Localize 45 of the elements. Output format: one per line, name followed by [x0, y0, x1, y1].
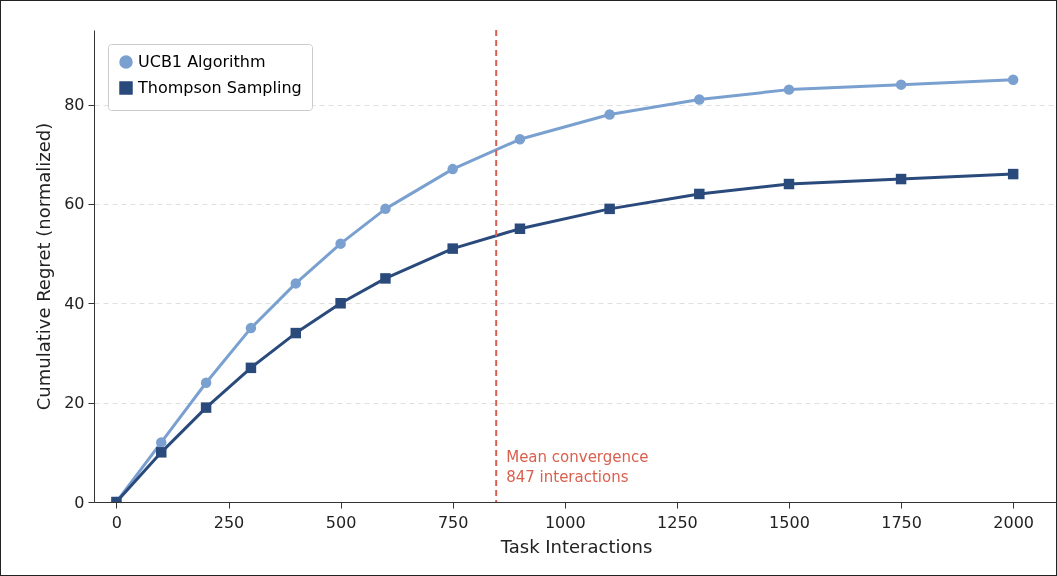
x-tick-label: 0 [111, 512, 123, 532]
point [447, 163, 458, 175]
y-tick-label: 80 [64, 95, 85, 115]
point [200, 402, 212, 413]
point [783, 178, 795, 190]
point [380, 273, 391, 284]
y-tick-label: 40 [64, 293, 85, 313]
x-axis-title: Task Interactions [499, 535, 653, 557]
point [290, 278, 302, 289]
x-tick-label: 2000 [993, 512, 1035, 532]
y-tick-label: 60 [64, 194, 85, 214]
point [895, 79, 907, 90]
point [245, 362, 257, 374]
point [514, 223, 526, 234]
x-tick-label: 1500 [769, 512, 810, 532]
point [1007, 74, 1019, 85]
ref-line-label: Mean convergence 847 interactions [506, 448, 649, 486]
point [380, 203, 391, 215]
x-tick-label: 1750 [881, 512, 922, 532]
point [447, 243, 458, 254]
point [335, 298, 346, 309]
point [200, 377, 212, 388]
point [1007, 168, 1019, 180]
point [335, 238, 346, 249]
point [245, 322, 257, 334]
point [514, 134, 526, 145]
x-tick-label: 1000 [544, 512, 586, 532]
x-tick-label: 750 [437, 512, 469, 532]
point [604, 203, 615, 215]
x-tick-label: 1250 [657, 512, 698, 532]
legend-label: UCB1 Algorithm [138, 52, 266, 71]
y-tick-label: 0 [74, 492, 85, 512]
x-tick-label: 250 [213, 512, 245, 532]
point [156, 447, 167, 458]
point [783, 84, 795, 95]
point [694, 94, 705, 105]
point [156, 437, 167, 448]
point [604, 109, 615, 120]
y-axis-title: Cumulative Regret (normalized) [33, 122, 55, 411]
x-tick-label: 500 [325, 512, 357, 532]
y-tick-label: 20 [64, 393, 85, 413]
point [694, 188, 705, 200]
legend-label: Thompson Sampling [137, 78, 302, 97]
point [895, 173, 907, 185]
point [290, 327, 302, 339]
